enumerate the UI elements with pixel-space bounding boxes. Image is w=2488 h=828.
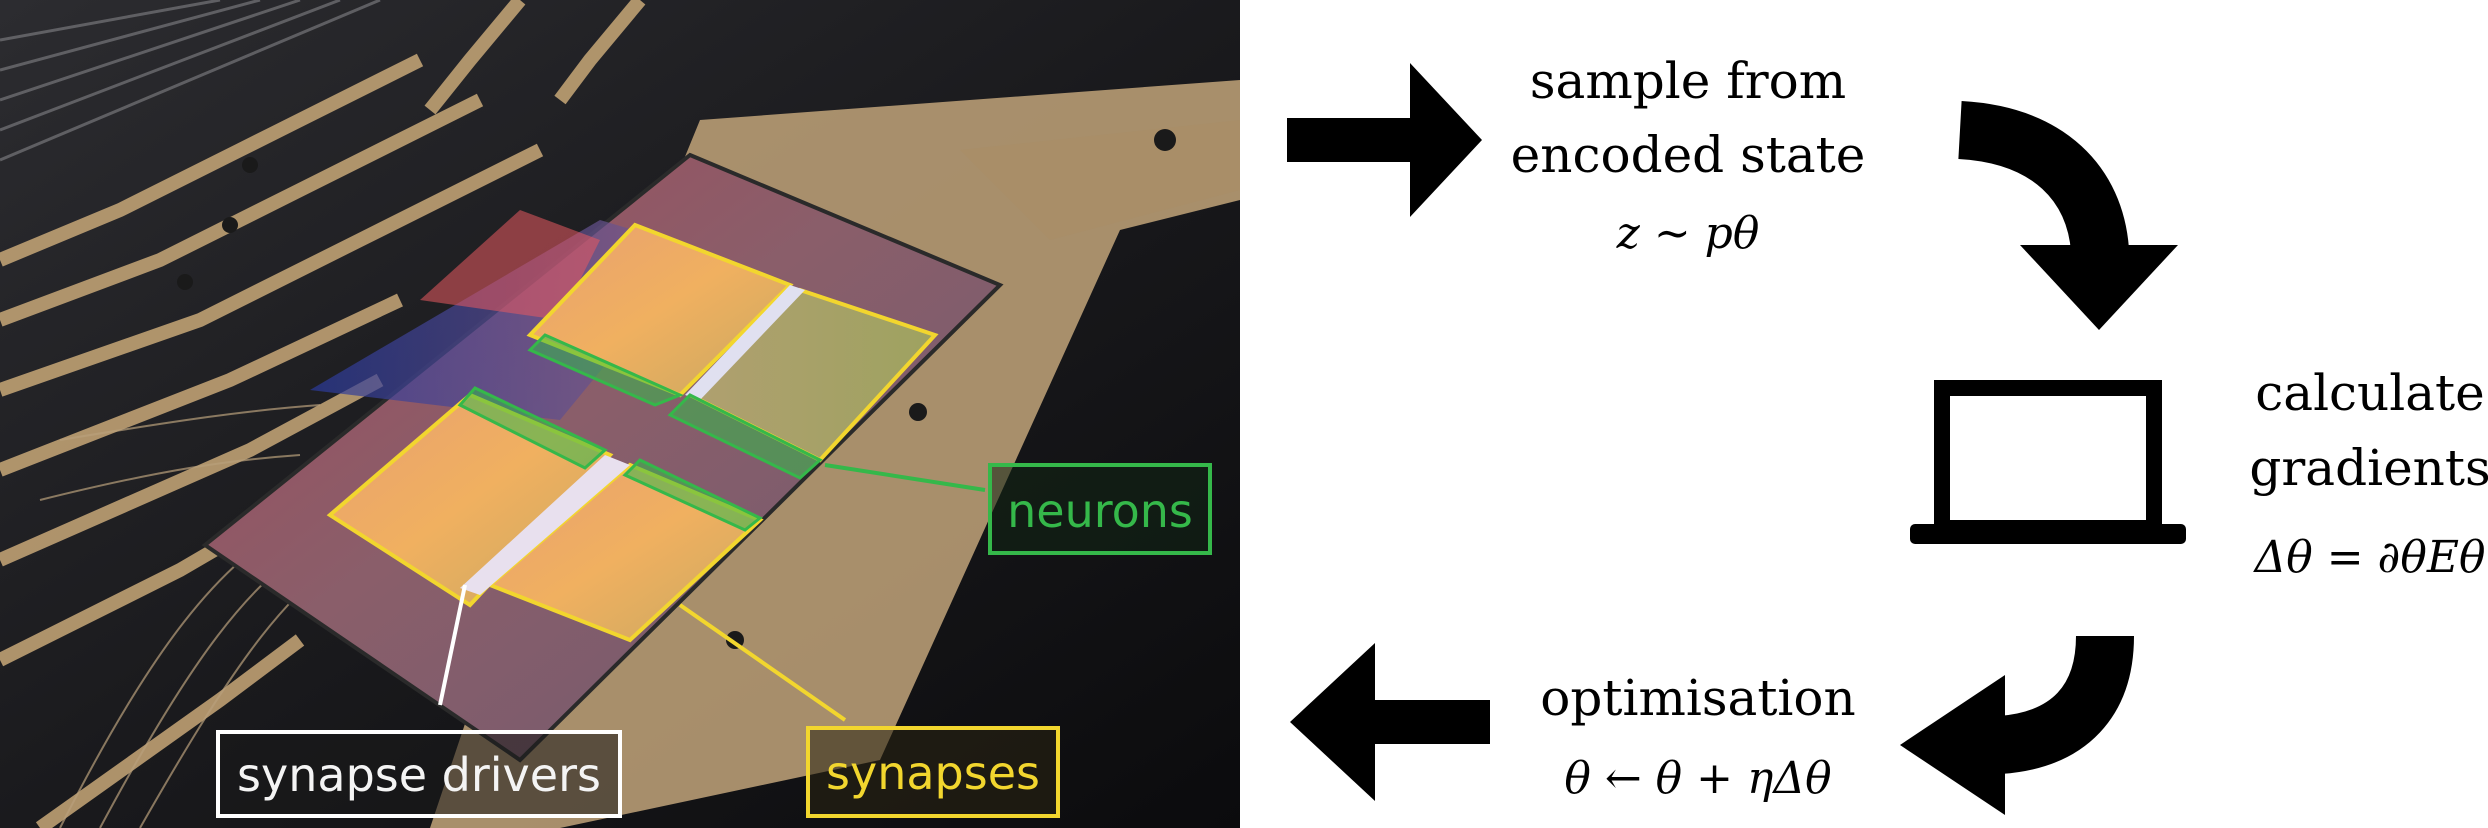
curved-arrow-down-icon [1957, 101, 2178, 330]
gradients-formula: Δθ = ∂θEθ [2253, 532, 2486, 583]
gradients-line2: gradients [2249, 439, 2488, 497]
right-arrow-icon [1287, 63, 1482, 217]
svg-text:neurons: neurons [1007, 484, 1193, 538]
sample-line1: sample from [1530, 52, 1846, 110]
neurons-label: neurons [988, 463, 1212, 555]
sample-line2: encoded state [1511, 126, 1866, 184]
chip-photo: neurons synapse drivers synapses [0, 0, 1240, 828]
synapses-label: synapses [806, 726, 1060, 818]
gradients-line1: calculate [2255, 364, 2485, 422]
left-arrow-icon [1290, 643, 1490, 801]
sample-formula: z ∼ pθ [1616, 208, 1760, 259]
synapse-drivers-label: synapse drivers [216, 730, 622, 818]
laptop-icon [1910, 380, 2186, 544]
curved-arrow-down-left-icon [1900, 635, 2134, 815]
svg-text:synapses: synapses [826, 746, 1040, 800]
optimisation-line1: optimisation [1540, 669, 1855, 727]
optimisation-formula: θ ← θ + ηΔθ [1564, 753, 1831, 804]
svg-text:synapse drivers: synapse drivers [237, 748, 601, 802]
